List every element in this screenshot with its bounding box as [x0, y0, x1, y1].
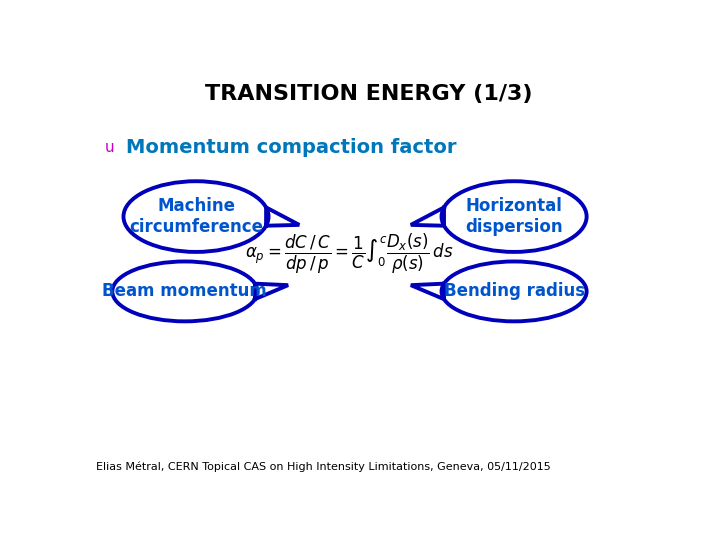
- Text: TRANSITION ENERGY (1/3): TRANSITION ENERGY (1/3): [205, 84, 533, 104]
- Text: Momentum compaction factor: Momentum compaction factor: [126, 138, 456, 158]
- Text: Beam momentum: Beam momentum: [102, 282, 267, 300]
- Text: u: u: [104, 140, 114, 156]
- Text: Bending radius: Bending radius: [444, 282, 585, 300]
- Text: $\alpha_p = \dfrac{dC\,/\,C}{dp\,/\,p} = \dfrac{1}{C}\int_0^c \dfrac{D_x(s)}{\rh: $\alpha_p = \dfrac{dC\,/\,C}{dp\,/\,p} =…: [246, 232, 454, 276]
- Text: Machine
circumference: Machine circumference: [129, 197, 263, 236]
- Text: Horizontal
dispersion: Horizontal dispersion: [465, 197, 563, 236]
- Text: Elias Métral, CERN Topical CAS on High Intensity Limitations, Geneva, 05/11/2015: Elias Métral, CERN Topical CAS on High I…: [96, 462, 550, 472]
